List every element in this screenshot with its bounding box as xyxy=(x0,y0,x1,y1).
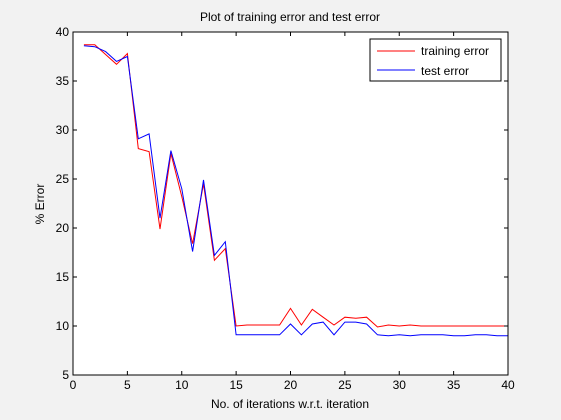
x-tick-label: 30 xyxy=(393,378,407,392)
y-tick-label: 15 xyxy=(56,270,70,284)
y-tick-label: 10 xyxy=(56,319,70,333)
series-layer xyxy=(83,44,508,337)
legend: training error test error xyxy=(369,38,502,82)
plot-area xyxy=(73,32,508,375)
y-tick-label: 40 xyxy=(56,25,70,39)
legend-box xyxy=(369,38,502,82)
series-line-test-error xyxy=(83,45,508,337)
x-tick-label: 25 xyxy=(338,378,352,392)
x-tick-label: 0 xyxy=(70,378,77,392)
y-tick-label: 30 xyxy=(56,123,70,137)
chart-title: Plot of training error and test error xyxy=(200,10,380,24)
x-tick-label: 40 xyxy=(501,378,515,392)
y-axis-label: % Error xyxy=(33,184,47,225)
y-tick-label: 5 xyxy=(62,368,69,382)
x-tick-label: 10 xyxy=(175,378,189,392)
y-tick-label: 20 xyxy=(56,221,70,235)
y-tick-label: 25 xyxy=(56,172,70,186)
series-line-training-error xyxy=(83,44,508,328)
x-tick-label: 5 xyxy=(124,378,131,392)
x-tick-label: 20 xyxy=(284,378,298,392)
legend-label-test-error: test error xyxy=(421,64,469,78)
x-axis-label: No. of iterations w.r.t. iteration xyxy=(211,397,369,411)
plot-frame xyxy=(72,31,509,376)
y-tick-label: 35 xyxy=(56,74,70,88)
x-tick-label: 15 xyxy=(229,378,243,392)
legend-label-training-error: training error xyxy=(421,44,489,58)
x-tick-label: 35 xyxy=(447,378,461,392)
